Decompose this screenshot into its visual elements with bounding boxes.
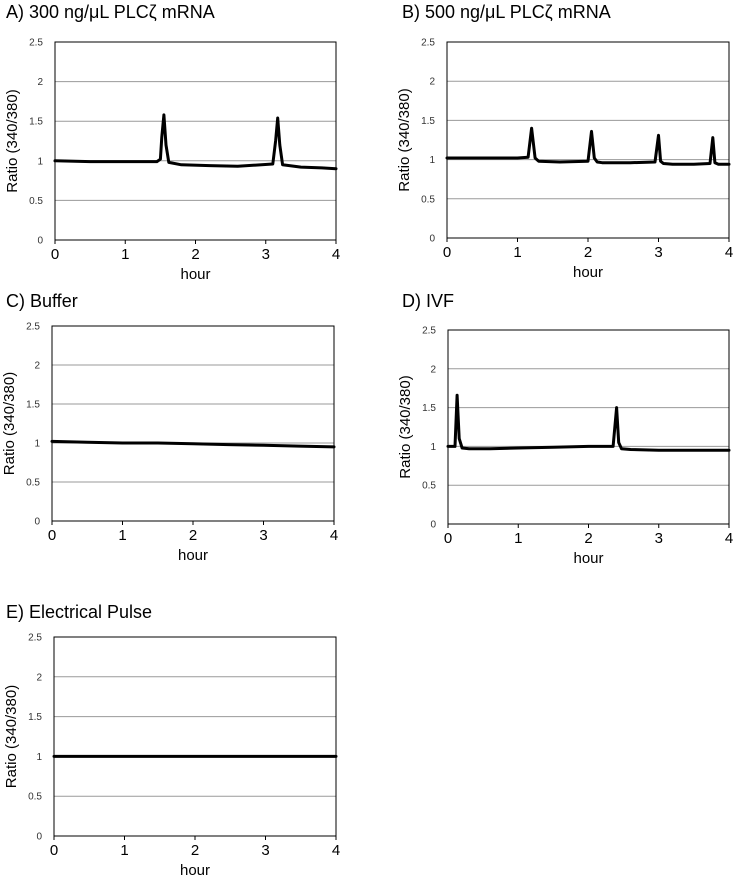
y-tick-label: 1: [36, 752, 42, 763]
y-tick-label: 2: [37, 77, 43, 88]
x-tick-label: 3: [654, 244, 662, 261]
y-tick-label: 0.5: [422, 481, 436, 492]
y-tick-label: 0.5: [28, 792, 42, 803]
x-tick-label: 2: [584, 530, 592, 547]
x-axis-label: hour: [573, 264, 603, 281]
x-tick-label: 0: [443, 244, 451, 261]
x-tick-label: 0: [48, 527, 56, 544]
y-axis-label: Ratio (340/380): [4, 89, 21, 192]
x-tick-label: 4: [332, 246, 340, 263]
y-axis-label: Ratio (340/380): [3, 685, 20, 788]
chart-title: C) Buffer: [6, 291, 78, 311]
x-tick-label: 1: [120, 842, 128, 859]
x-tick-label: 0: [50, 842, 58, 859]
y-tick-label: 1.5: [28, 712, 42, 723]
y-tick-label: 1: [430, 442, 436, 453]
y-tick-label: 0.5: [26, 478, 40, 489]
y-tick-label: 2.5: [26, 322, 40, 333]
y-tick-label: 1.5: [26, 400, 40, 411]
series-line: [445, 126, 731, 166]
x-tick-label: 1: [513, 244, 521, 261]
y-tick-label: 2.5: [29, 38, 43, 49]
x-tick-label: 1: [121, 246, 129, 263]
y-tick-label: 1: [34, 439, 40, 450]
x-tick-label: 2: [584, 244, 592, 261]
x-tick-label: 1: [514, 530, 522, 547]
y-tick-label: 0.5: [29, 196, 43, 207]
y-tick-label: 0: [430, 520, 436, 531]
y-tick-label: 2: [430, 364, 436, 375]
x-tick-label: 4: [332, 842, 340, 859]
x-tick-label: 1: [118, 527, 126, 544]
y-tick-label: 1: [429, 155, 435, 166]
x-tick-label: 4: [725, 530, 733, 547]
x-tick-label: 3: [259, 527, 267, 544]
y-tick-label: 2: [429, 77, 435, 88]
x-axis-label: hour: [180, 266, 210, 283]
y-tick-label: 2.5: [422, 326, 436, 337]
y-axis-label: Ratio (340/380): [397, 375, 414, 478]
chart-title: D) IVF: [402, 291, 454, 311]
y-axis-label: Ratio (340/380): [1, 372, 18, 475]
y-axis-label: Ratio (340/380): [396, 88, 413, 191]
y-tick-label: 2.5: [421, 38, 435, 49]
y-tick-label: 1.5: [422, 403, 436, 414]
y-tick-label: 0: [36, 832, 42, 843]
y-tick-label: 2: [36, 672, 42, 683]
x-axis-label: hour: [180, 862, 210, 879]
chart-title: E) Electrical Pulse: [6, 602, 153, 622]
x-tick-label: 3: [262, 246, 270, 263]
chart-title: B) 500 ng/μL PLCζ mRNA: [402, 2, 611, 22]
x-axis-label: hour: [178, 547, 208, 564]
chart-title: A) 300 ng/μL PLCζ mRNA: [6, 2, 215, 22]
y-tick-label: 0: [37, 236, 43, 247]
x-tick-label: 3: [261, 842, 269, 859]
y-tick-label: 2: [34, 361, 40, 372]
x-tick-label: 2: [191, 246, 199, 263]
y-tick-label: 0: [429, 234, 435, 245]
plot-area-frame: [53, 636, 337, 837]
x-tick-label: 2: [191, 842, 199, 859]
y-tick-label: 1.5: [421, 116, 435, 127]
y-tick-label: 1: [37, 156, 43, 167]
x-tick-label: 2: [189, 527, 197, 544]
y-tick-label: 2.5: [28, 633, 42, 644]
series-line: [53, 113, 338, 171]
x-tick-label: 3: [655, 530, 663, 547]
y-tick-label: 0.5: [421, 194, 435, 205]
x-tick-label: 4: [330, 527, 338, 544]
x-axis-label: hour: [573, 550, 603, 567]
x-tick-label: 0: [51, 246, 59, 263]
y-tick-label: 1.5: [29, 117, 43, 128]
series-line: [446, 393, 731, 452]
x-tick-label: 0: [444, 530, 452, 547]
series-line: [50, 439, 336, 449]
y-tick-label: 0: [34, 517, 40, 528]
x-tick-label: 4: [725, 244, 733, 261]
